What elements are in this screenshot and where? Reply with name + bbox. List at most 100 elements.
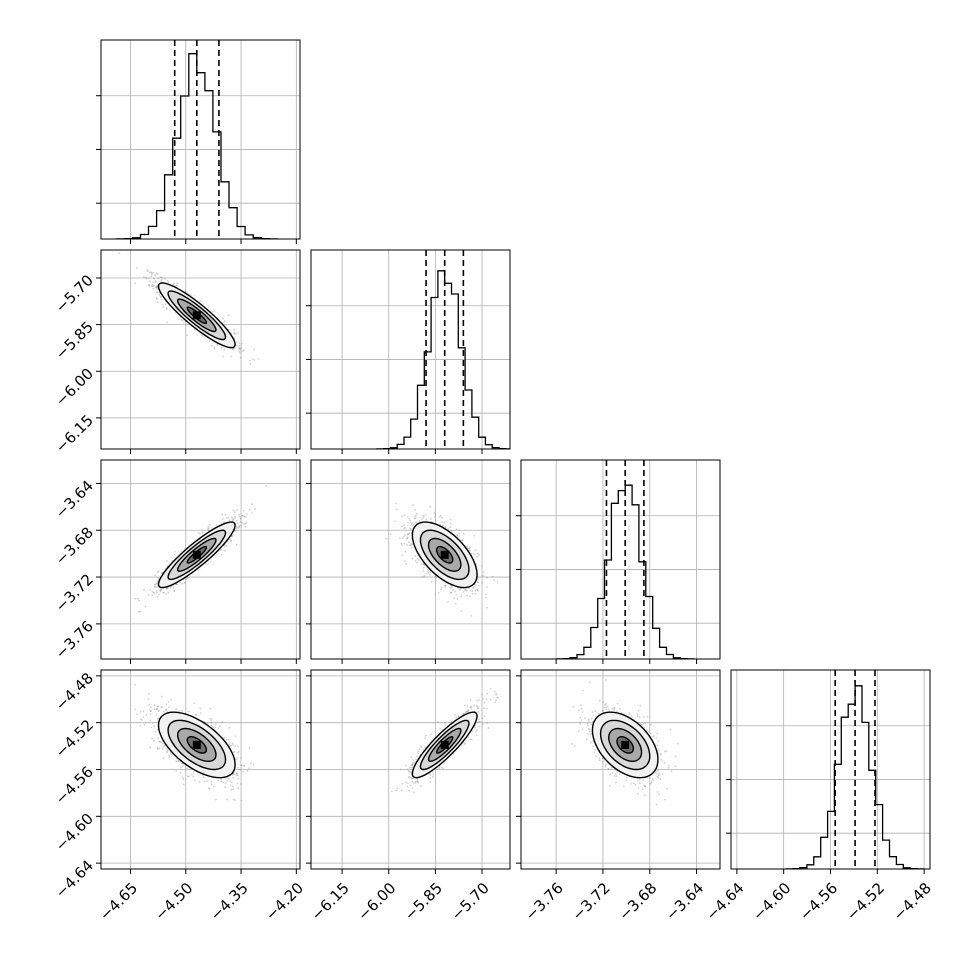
sample-point (193, 328, 196, 331)
sample-point (148, 693, 150, 695)
sample-point (243, 515, 246, 518)
sample-point (172, 586, 175, 589)
sample-point (404, 550, 407, 553)
sample-point (155, 586, 158, 588)
sample-point (213, 346, 216, 349)
sample-point (485, 596, 487, 599)
sample-point (155, 286, 158, 289)
sample-point (178, 550, 180, 553)
sample-point (250, 503, 253, 506)
sample-point (444, 584, 447, 587)
sample-point (183, 547, 186, 550)
sample-point (404, 560, 406, 562)
sample-point (209, 560, 211, 563)
sample-point (165, 593, 168, 595)
y-tick-label: −3.72 (52, 570, 97, 615)
sample-point (428, 570, 431, 572)
sample-point (443, 521, 445, 524)
sample-point (178, 318, 180, 321)
sample-point (165, 307, 168, 309)
sample-point (159, 590, 162, 592)
sample-point (236, 752, 239, 754)
contour-line (435, 545, 454, 564)
sample-point (151, 737, 154, 740)
sample-point (160, 280, 163, 282)
sample-point (207, 528, 209, 531)
sample-point (154, 286, 157, 288)
sample-point (212, 785, 215, 788)
sample-point (187, 577, 190, 579)
sample-point (486, 576, 488, 579)
sample-point (233, 328, 235, 331)
panel-2-2 (516, 459, 721, 664)
sample-point (389, 533, 392, 536)
sample-point (458, 588, 461, 591)
sample-point (427, 571, 429, 574)
sample-point (474, 590, 477, 592)
sample-point (239, 351, 241, 354)
sample-point (233, 511, 236, 514)
y-tick-label: −5.85 (52, 318, 97, 363)
sample-point (170, 753, 172, 756)
sample-point (485, 586, 488, 589)
sample-point (469, 546, 471, 549)
sample-point (216, 553, 218, 556)
sample-point (213, 310, 215, 313)
sample-point (400, 515, 403, 518)
sample-point (179, 772, 182, 774)
sample-point (136, 597, 139, 600)
sample-point (230, 788, 233, 791)
sample-point (220, 553, 223, 556)
sample-point (414, 521, 417, 524)
sample-point (224, 513, 227, 516)
sample-point (193, 294, 196, 297)
sample-point (172, 283, 175, 286)
sample-point (234, 515, 237, 518)
sample-point (180, 550, 183, 553)
sample-point (423, 576, 425, 578)
sample-point (153, 592, 156, 595)
sample-point (236, 344, 238, 347)
panel-frame (520, 459, 721, 660)
contour-line (419, 529, 470, 581)
sample-point (232, 798, 235, 801)
sample-point (148, 271, 151, 274)
sample-point (176, 583, 179, 586)
sample-point (156, 595, 159, 598)
sample-point (462, 591, 465, 593)
sample-point (157, 277, 160, 280)
sample-point (439, 516, 441, 518)
sample-point (238, 750, 240, 753)
sample-point (228, 726, 231, 729)
sample-point (485, 606, 488, 609)
sample-point (157, 576, 160, 579)
sample-point (422, 514, 424, 517)
sample-point (173, 590, 176, 592)
sample-point (407, 533, 409, 536)
sample-point (408, 541, 410, 543)
sample-point (410, 547, 413, 549)
sample-point (458, 532, 460, 535)
sample-point (232, 776, 235, 779)
sample-point (201, 334, 204, 337)
sample-point (197, 532, 200, 534)
sample-point (414, 517, 417, 519)
sample-point (157, 705, 159, 708)
sample-point (166, 321, 169, 324)
sample-point (152, 285, 155, 288)
sample-point (154, 586, 156, 588)
sample-point (223, 320, 226, 322)
sample-point (425, 572, 428, 575)
sample-point (180, 319, 183, 321)
sample-point (149, 589, 152, 591)
sample-point (472, 586, 475, 588)
sample-point (395, 508, 398, 511)
sample-point (155, 287, 158, 289)
sample-point (156, 580, 159, 583)
sample-point (447, 528, 450, 530)
sample-point (228, 778, 230, 780)
sample-point (213, 348, 216, 350)
density-peak (440, 550, 449, 559)
sample-point (496, 581, 499, 584)
sample-point (217, 555, 220, 558)
